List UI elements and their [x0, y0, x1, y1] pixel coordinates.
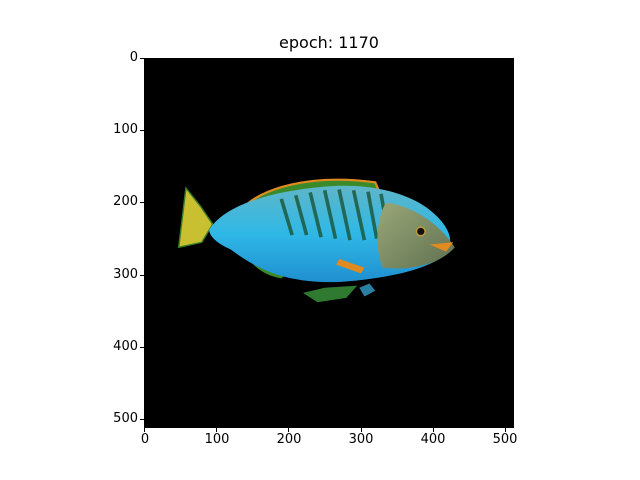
y-tick-label: 200	[113, 194, 138, 209]
y-tick-label: 400	[113, 339, 138, 354]
pectoral-fin	[359, 283, 376, 297]
x-tick-label: 200	[276, 432, 302, 447]
y-tick-label: 300	[113, 267, 138, 282]
x-tick-mark	[144, 428, 145, 432]
cheek-bar	[336, 258, 365, 274]
fish-head	[377, 202, 455, 269]
x-tick-label: 0	[140, 432, 150, 447]
x-tick-mark	[216, 428, 217, 432]
x-tick-label: 100	[204, 432, 230, 447]
x-tick-mark	[361, 428, 362, 432]
x-tick-label: 500	[492, 432, 518, 447]
y-tick-mark	[140, 275, 144, 276]
y-tick-mark	[140, 202, 144, 203]
x-tick-mark	[505, 428, 506, 432]
y-tick-mark	[140, 419, 144, 420]
plot-title: epoch: 1170	[279, 33, 379, 52]
y-tick-label: 0	[129, 50, 138, 65]
x-tick-label: 300	[348, 432, 374, 447]
anal-fin	[302, 285, 358, 303]
y-tick-label: 500	[113, 411, 138, 426]
tail-fin	[177, 186, 214, 249]
fish-image	[177, 178, 455, 303]
x-tick-label: 400	[420, 432, 446, 447]
y-tick-label: 100	[113, 122, 138, 137]
y-tick-mark	[140, 58, 144, 59]
fish-eye	[415, 226, 426, 237]
x-tick-mark	[433, 428, 434, 432]
body-stripes	[279, 189, 391, 241]
y-tick-mark	[140, 130, 144, 131]
fish-mouth	[429, 242, 454, 252]
x-tick-mark	[288, 428, 289, 432]
y-tick-mark	[140, 347, 144, 348]
